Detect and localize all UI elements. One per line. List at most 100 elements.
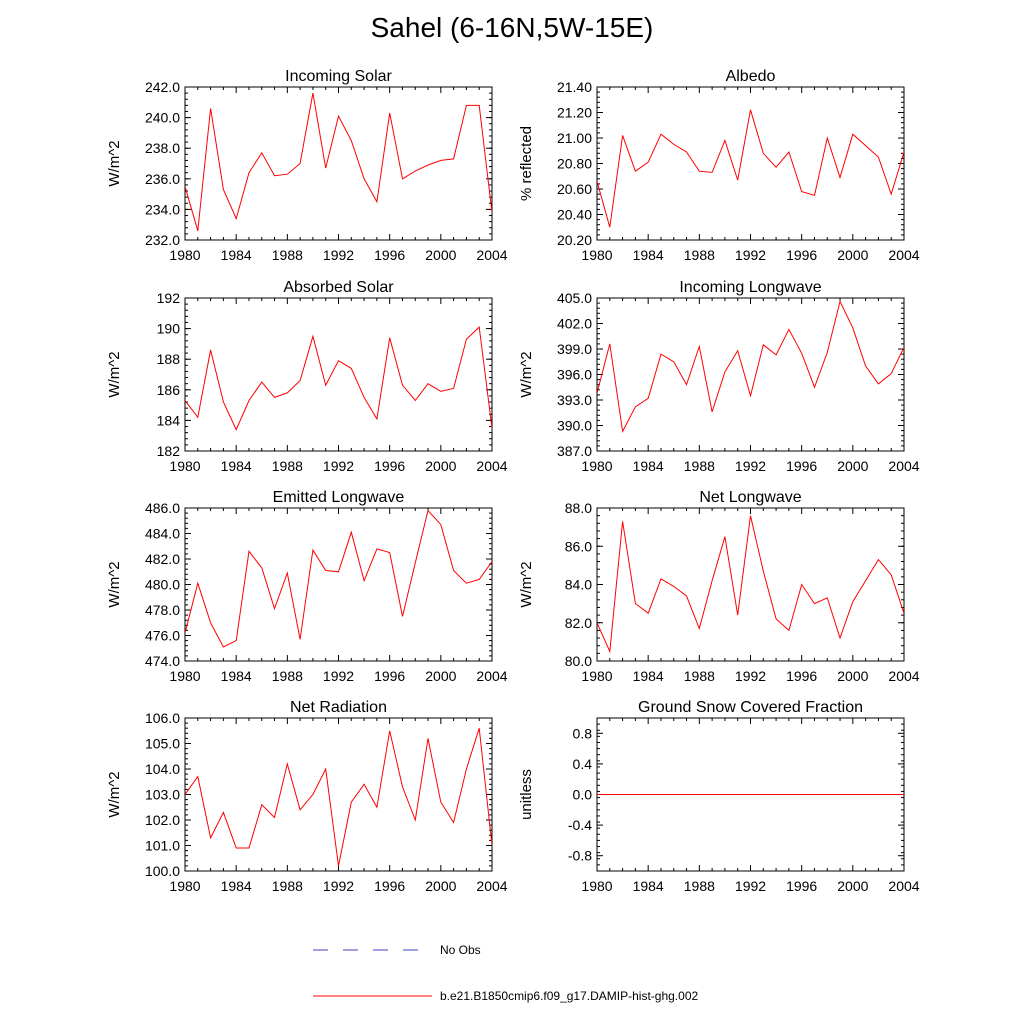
x-tick-label: 1984 — [221, 247, 252, 263]
plot-frame — [596, 507, 905, 662]
x-tick-label: 1988 — [272, 247, 303, 263]
x-tick-label: 1996 — [786, 247, 817, 263]
y-tick-label: 21.40 — [557, 79, 592, 95]
y-tick-label: 82.0 — [565, 615, 592, 631]
plot-frame — [596, 297, 905, 452]
panel-title: Incoming Longwave — [679, 279, 821, 296]
x-tick-label: 2000 — [837, 668, 868, 684]
y-axis-label: W/m^2 — [518, 351, 535, 397]
x-tick-label: 1980 — [169, 668, 200, 684]
x-tick-label: 1992 — [735, 458, 766, 474]
y-tick-label: 240.0 — [145, 110, 180, 126]
x-tick-label: 1980 — [581, 247, 612, 263]
x-tick-label: 2004 — [888, 458, 919, 474]
y-tick-label: 0.4 — [573, 756, 593, 772]
x-tick-label: 2004 — [476, 247, 507, 263]
y-tick-label: 405.0 — [557, 290, 592, 306]
y-tick-label: 21.20 — [557, 105, 592, 121]
x-tick-label: 1984 — [633, 458, 664, 474]
y-tick-label: 102.0 — [145, 812, 180, 828]
y-tick-label: 484.0 — [145, 526, 180, 542]
x-tick-label: 2000 — [837, 878, 868, 894]
plot-frame — [184, 717, 493, 872]
y-tick-label: 101.0 — [145, 838, 180, 854]
panel-title: Net Radiation — [290, 699, 387, 716]
y-tick-label: 478.0 — [145, 602, 180, 618]
y-tick-label: 103.0 — [145, 787, 180, 803]
y-tick-label: 482.0 — [145, 551, 180, 567]
x-tick-label: 1988 — [272, 878, 303, 894]
y-tick-label: 88.0 — [565, 500, 592, 516]
data-series-line — [185, 728, 492, 866]
chart-panel: Incoming Solar 1980 1984 1988 1992 1996 2000 20… — [106, 68, 508, 263]
x-tick-label: 1988 — [684, 458, 715, 474]
y-axis-label: % reflected — [518, 126, 535, 201]
y-tick-label: 20.80 — [557, 156, 592, 172]
x-tick-label: 2000 — [425, 668, 456, 684]
y-tick-label: 104.0 — [145, 761, 180, 777]
y-axis-label: W/m^2 — [106, 561, 123, 607]
y-tick-label: 474.0 — [145, 653, 180, 669]
x-tick-label: 1992 — [735, 668, 766, 684]
x-tick-label: 1980 — [169, 458, 200, 474]
panel-title: Emitted Longwave — [273, 489, 405, 506]
figure-title: Sahel (6-16N,5W-15E) — [370, 12, 654, 43]
x-tick-label: 1984 — [633, 878, 664, 894]
plot-frame — [184, 297, 493, 452]
y-tick-label: 21.00 — [557, 130, 592, 146]
y-tick-label: 86.0 — [565, 538, 592, 554]
data-series-line — [185, 509, 492, 648]
y-tick-label: 182 — [157, 443, 181, 459]
x-tick-label: 2000 — [425, 458, 456, 474]
panel-title: Albedo — [726, 68, 776, 85]
chart-panel: Absorbed Solar 1980 1984 1988 1992 1996 2000 20… — [106, 279, 508, 474]
y-tick-label: 399.0 — [557, 341, 592, 357]
y-tick-label: 84.0 — [565, 577, 592, 593]
x-tick-label: 1988 — [272, 668, 303, 684]
x-tick-label: 2004 — [476, 668, 507, 684]
x-tick-label: 1980 — [581, 668, 612, 684]
x-tick-label: 1988 — [684, 668, 715, 684]
x-tick-label: 1992 — [323, 668, 354, 684]
x-tick-label: 1996 — [374, 247, 405, 263]
legend-label: No Obs — [440, 943, 481, 957]
x-tick-label: 1992 — [735, 878, 766, 894]
y-tick-label: -0.8 — [568, 848, 592, 864]
x-tick-label: 1980 — [169, 247, 200, 263]
x-tick-label: 1984 — [221, 668, 252, 684]
x-tick-label: 1980 — [169, 878, 200, 894]
x-tick-label: 1984 — [633, 247, 664, 263]
y-tick-label: 20.20 — [557, 232, 592, 248]
x-tick-label: 1992 — [735, 247, 766, 263]
data-series-line — [597, 109, 904, 228]
y-tick-label: 232.0 — [145, 232, 180, 248]
chart-panel: Ground Snow Covered Fraction 1980 1984 1988… — [518, 699, 920, 894]
x-tick-label: 2000 — [425, 247, 456, 263]
x-tick-label: 2004 — [476, 878, 507, 894]
chart-panel: Emitted Longwave 1980 1984 1988 1992 1996 2000… — [106, 489, 508, 684]
y-tick-label: 393.0 — [557, 392, 592, 408]
y-tick-label: 188 — [157, 351, 181, 367]
y-tick-label: 106.0 — [145, 710, 180, 726]
plot-frame — [184, 86, 493, 241]
legend-label: b.e21.B1850cmip6.f09_g17.DAMIP-hist-ghg.… — [440, 989, 698, 1003]
data-series-line — [597, 515, 904, 654]
panel-title: Ground Snow Covered Fraction — [638, 699, 863, 716]
x-tick-label: 1996 — [786, 878, 817, 894]
y-tick-label: 80.0 — [565, 653, 592, 669]
y-tick-label: 476.0 — [145, 628, 180, 644]
data-series-line — [597, 299, 904, 434]
y-tick-label: 242.0 — [145, 79, 180, 95]
chart-panel: Incoming Longwave 1980 1984 1988 1992 1996 200… — [518, 279, 920, 474]
y-tick-label: 402.0 — [557, 316, 592, 332]
y-tick-label: 480.0 — [145, 577, 180, 593]
x-tick-label: 2004 — [476, 458, 507, 474]
legend: No Obs b.e21.B1850cmip6.f09_g17.DAMIP-his… — [313, 943, 698, 1003]
x-tick-label: 2000 — [425, 878, 456, 894]
x-tick-label: 1984 — [633, 668, 664, 684]
x-tick-label: 1992 — [323, 878, 354, 894]
y-tick-label: 0.0 — [573, 787, 593, 803]
x-tick-label: 1988 — [272, 458, 303, 474]
y-tick-label: 105.0 — [145, 736, 180, 752]
